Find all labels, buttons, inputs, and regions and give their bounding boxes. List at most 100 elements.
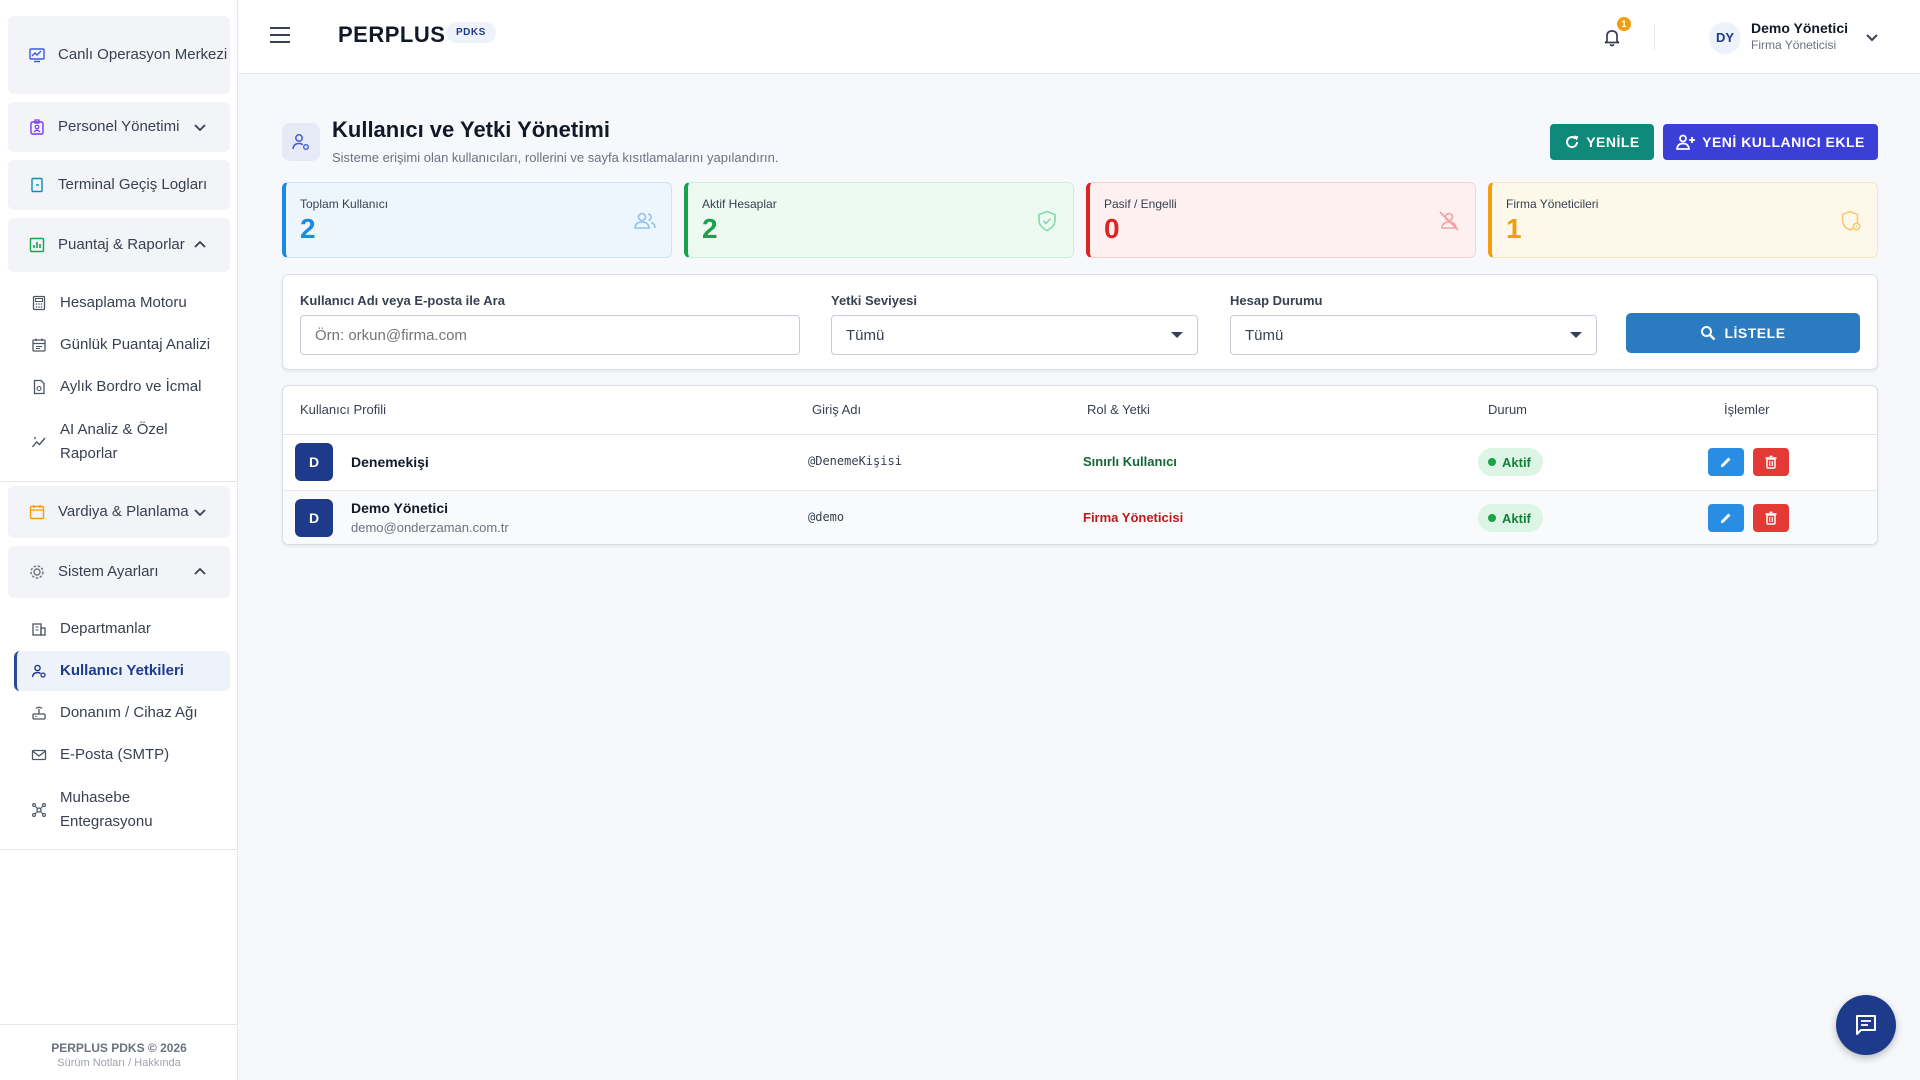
pencil-icon xyxy=(1721,513,1731,523)
role-select[interactable]: Tümü xyxy=(831,315,1198,355)
row-divider xyxy=(283,490,1877,491)
sidebar-item-accounting[interactable]: Muhasebe Entegrasyonu xyxy=(14,782,230,838)
chat-icon xyxy=(1856,1015,1876,1035)
user-email: demo@onderzaman.com.tr xyxy=(351,520,509,535)
search-label: Kullanıcı Adı veya E-posta ile Ara xyxy=(300,293,505,308)
avatar: D xyxy=(295,499,333,537)
sidebar-item-label: Muhasebe Entegrasyonu xyxy=(60,789,153,830)
status-text: Aktif xyxy=(1502,454,1531,470)
cog-icon xyxy=(28,563,46,581)
caret-down-icon xyxy=(1570,332,1582,338)
column-header: İşlemler xyxy=(1724,402,1770,417)
menu-icon[interactable] xyxy=(270,27,290,43)
sidebar-item-label: Canlı Operasyon Merkezi xyxy=(58,46,228,63)
sidebar-item-departments[interactable]: Departmanlar xyxy=(14,614,230,644)
notification-count-badge: 1 xyxy=(1617,17,1631,31)
column-header: Rol & Yetki xyxy=(1087,402,1150,417)
release-notes-link[interactable]: Sürüm Notları / Hakkında xyxy=(57,1057,181,1069)
sidebar-item-label: Terminal Geçiş Logları xyxy=(58,176,208,193)
refresh-button[interactable]: YENİLE xyxy=(1550,124,1654,160)
stat-label: Firma Yöneticileri xyxy=(1506,197,1599,211)
copyright-text: PERPLUS PDKS © 2026 xyxy=(51,1041,187,1055)
sidebar-item-live-operations[interactable]: Canlı Operasyon Merkezi xyxy=(8,16,230,94)
trash-icon xyxy=(1765,455,1777,469)
column-header: Giriş Adı xyxy=(812,402,862,417)
user-display-name: Denemekişi xyxy=(351,454,429,470)
sidebar-item-label: AI Analiz & Özel Raporlar xyxy=(60,421,168,462)
sidebar-item-reports[interactable]: Puantaj & Raporlar xyxy=(8,218,230,272)
role-label: Sınırlı Kullanıcı xyxy=(1083,454,1177,469)
status-dot-icon xyxy=(1488,458,1496,466)
chevron-down-icon[interactable] xyxy=(1863,28,1881,46)
list-button-label: LİSTELE xyxy=(1724,325,1786,341)
page-subtitle: Sisteme erişimi olan kullanıcıları, roll… xyxy=(332,150,779,165)
sidebar-item-smtp[interactable]: E-Posta (SMTP) xyxy=(14,740,230,770)
search-icon xyxy=(1701,326,1716,341)
sidebar: Canlı Operasyon Merkezi Personel Yönetim… xyxy=(0,0,238,1080)
monitor-chart-icon xyxy=(28,46,46,64)
column-header: Kullanıcı Profili xyxy=(300,402,386,417)
sidebar-item-daily-analysis[interactable]: Günlük Puantaj Analizi xyxy=(14,330,230,360)
sidebar-item-monthly-payroll[interactable]: Aylık Bordro ve İcmal xyxy=(14,372,230,402)
status-badge: Aktif xyxy=(1478,448,1543,476)
list-button[interactable]: LİSTELE xyxy=(1626,313,1860,353)
avatar[interactable]: DY xyxy=(1709,22,1741,54)
person-add-icon xyxy=(1676,134,1696,150)
column-header: Durum xyxy=(1488,402,1528,417)
report-chart-icon xyxy=(28,236,46,254)
sidebar-item-personnel[interactable]: Personel Yönetimi xyxy=(8,102,230,152)
stat-value: 2 xyxy=(300,213,316,244)
chat-button[interactable] xyxy=(1836,995,1896,1055)
shield-admin-icon xyxy=(1839,209,1863,233)
status-filter-label: Hesap Durumu xyxy=(1230,293,1323,308)
stat-card-total-users: Toplam Kullanıcı 2 xyxy=(282,182,672,258)
edit-button[interactable] xyxy=(1708,504,1744,532)
calculator-icon xyxy=(30,294,48,312)
door-icon xyxy=(28,176,46,194)
sidebar-item-terminal-logs[interactable]: Terminal Geçiş Logları xyxy=(8,160,230,210)
calendar-check-icon xyxy=(30,336,48,354)
table-row[interactable]: D Demo Yönetici demo@onderzaman.com.tr @… xyxy=(283,491,1877,544)
users-cog-icon xyxy=(30,662,48,680)
search-input[interactable] xyxy=(300,315,800,355)
header-divider xyxy=(283,434,1877,435)
sidebar-item-hardware[interactable]: Donanım / Cihaz Ağı xyxy=(14,698,230,728)
sidebar-item-label: Puantaj & Raporlar xyxy=(58,236,185,253)
stat-label: Toplam Kullanıcı xyxy=(300,197,389,211)
sidebar-item-label: Vardiya & Planlama xyxy=(58,503,189,520)
user-role: Firma Yöneticisi xyxy=(1751,38,1837,52)
delete-button[interactable] xyxy=(1753,448,1789,476)
chevron-down-icon xyxy=(192,504,208,520)
status-text: Aktif xyxy=(1502,510,1531,526)
login-name: @DenemeKişisi xyxy=(808,454,902,468)
user-name[interactable]: Demo Yönetici xyxy=(1751,20,1848,36)
badge-icon xyxy=(28,118,46,136)
mail-icon xyxy=(30,746,48,764)
role-select-value: Tümü xyxy=(846,326,885,344)
status-select[interactable]: Tümü xyxy=(1230,315,1597,355)
table-row[interactable]: D Denemekişi @DenemeKişisi Sınırlı Kulla… xyxy=(283,435,1877,490)
hub-icon xyxy=(30,801,48,819)
sidebar-item-label: Sistem Ayarları xyxy=(58,563,159,580)
role-filter-label: Yetki Seviyesi xyxy=(831,293,918,308)
sidebar-item-label: Aylık Bordro ve İcmal xyxy=(60,378,202,395)
stat-value: 0 xyxy=(1104,213,1120,244)
sidebar-item-label: Kullanıcı Yetkileri xyxy=(60,662,184,679)
stat-label: Aktif Hesaplar xyxy=(702,197,777,211)
add-user-button[interactable]: YENİ KULLANICI EKLE xyxy=(1663,124,1878,160)
delete-button[interactable] xyxy=(1753,504,1789,532)
sidebar-item-ai-analysis[interactable]: AI Analiz & Özel Raporlar xyxy=(14,414,230,470)
caret-down-icon xyxy=(1171,332,1183,338)
sidebar-item-user-permissions[interactable]: Kullanıcı Yetkileri xyxy=(14,651,230,691)
sidebar-item-shifts[interactable]: Vardiya & Planlama xyxy=(8,486,230,538)
status-badge: Aktif xyxy=(1478,504,1543,532)
sidebar-item-system-settings[interactable]: Sistem Ayarları xyxy=(8,546,230,598)
pencil-icon xyxy=(1721,457,1731,467)
refresh-icon xyxy=(1566,135,1579,149)
notification-bell-icon[interactable] xyxy=(1601,26,1623,48)
sidebar-item-label: Departmanlar xyxy=(60,620,151,637)
sidebar-item-calculation-engine[interactable]: Hesaplama Motoru xyxy=(14,288,230,318)
building-icon xyxy=(30,620,48,638)
sidebar-item-label: E-Posta (SMTP) xyxy=(60,746,170,763)
edit-button[interactable] xyxy=(1708,448,1744,476)
